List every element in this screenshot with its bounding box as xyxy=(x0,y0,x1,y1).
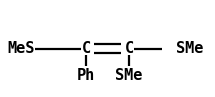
Text: Ph: Ph xyxy=(77,68,95,83)
Text: SMe: SMe xyxy=(115,68,143,83)
Text: C: C xyxy=(81,41,91,56)
Text: SMe: SMe xyxy=(175,41,203,56)
Text: C: C xyxy=(124,41,134,56)
Text: MeS: MeS xyxy=(8,41,35,56)
